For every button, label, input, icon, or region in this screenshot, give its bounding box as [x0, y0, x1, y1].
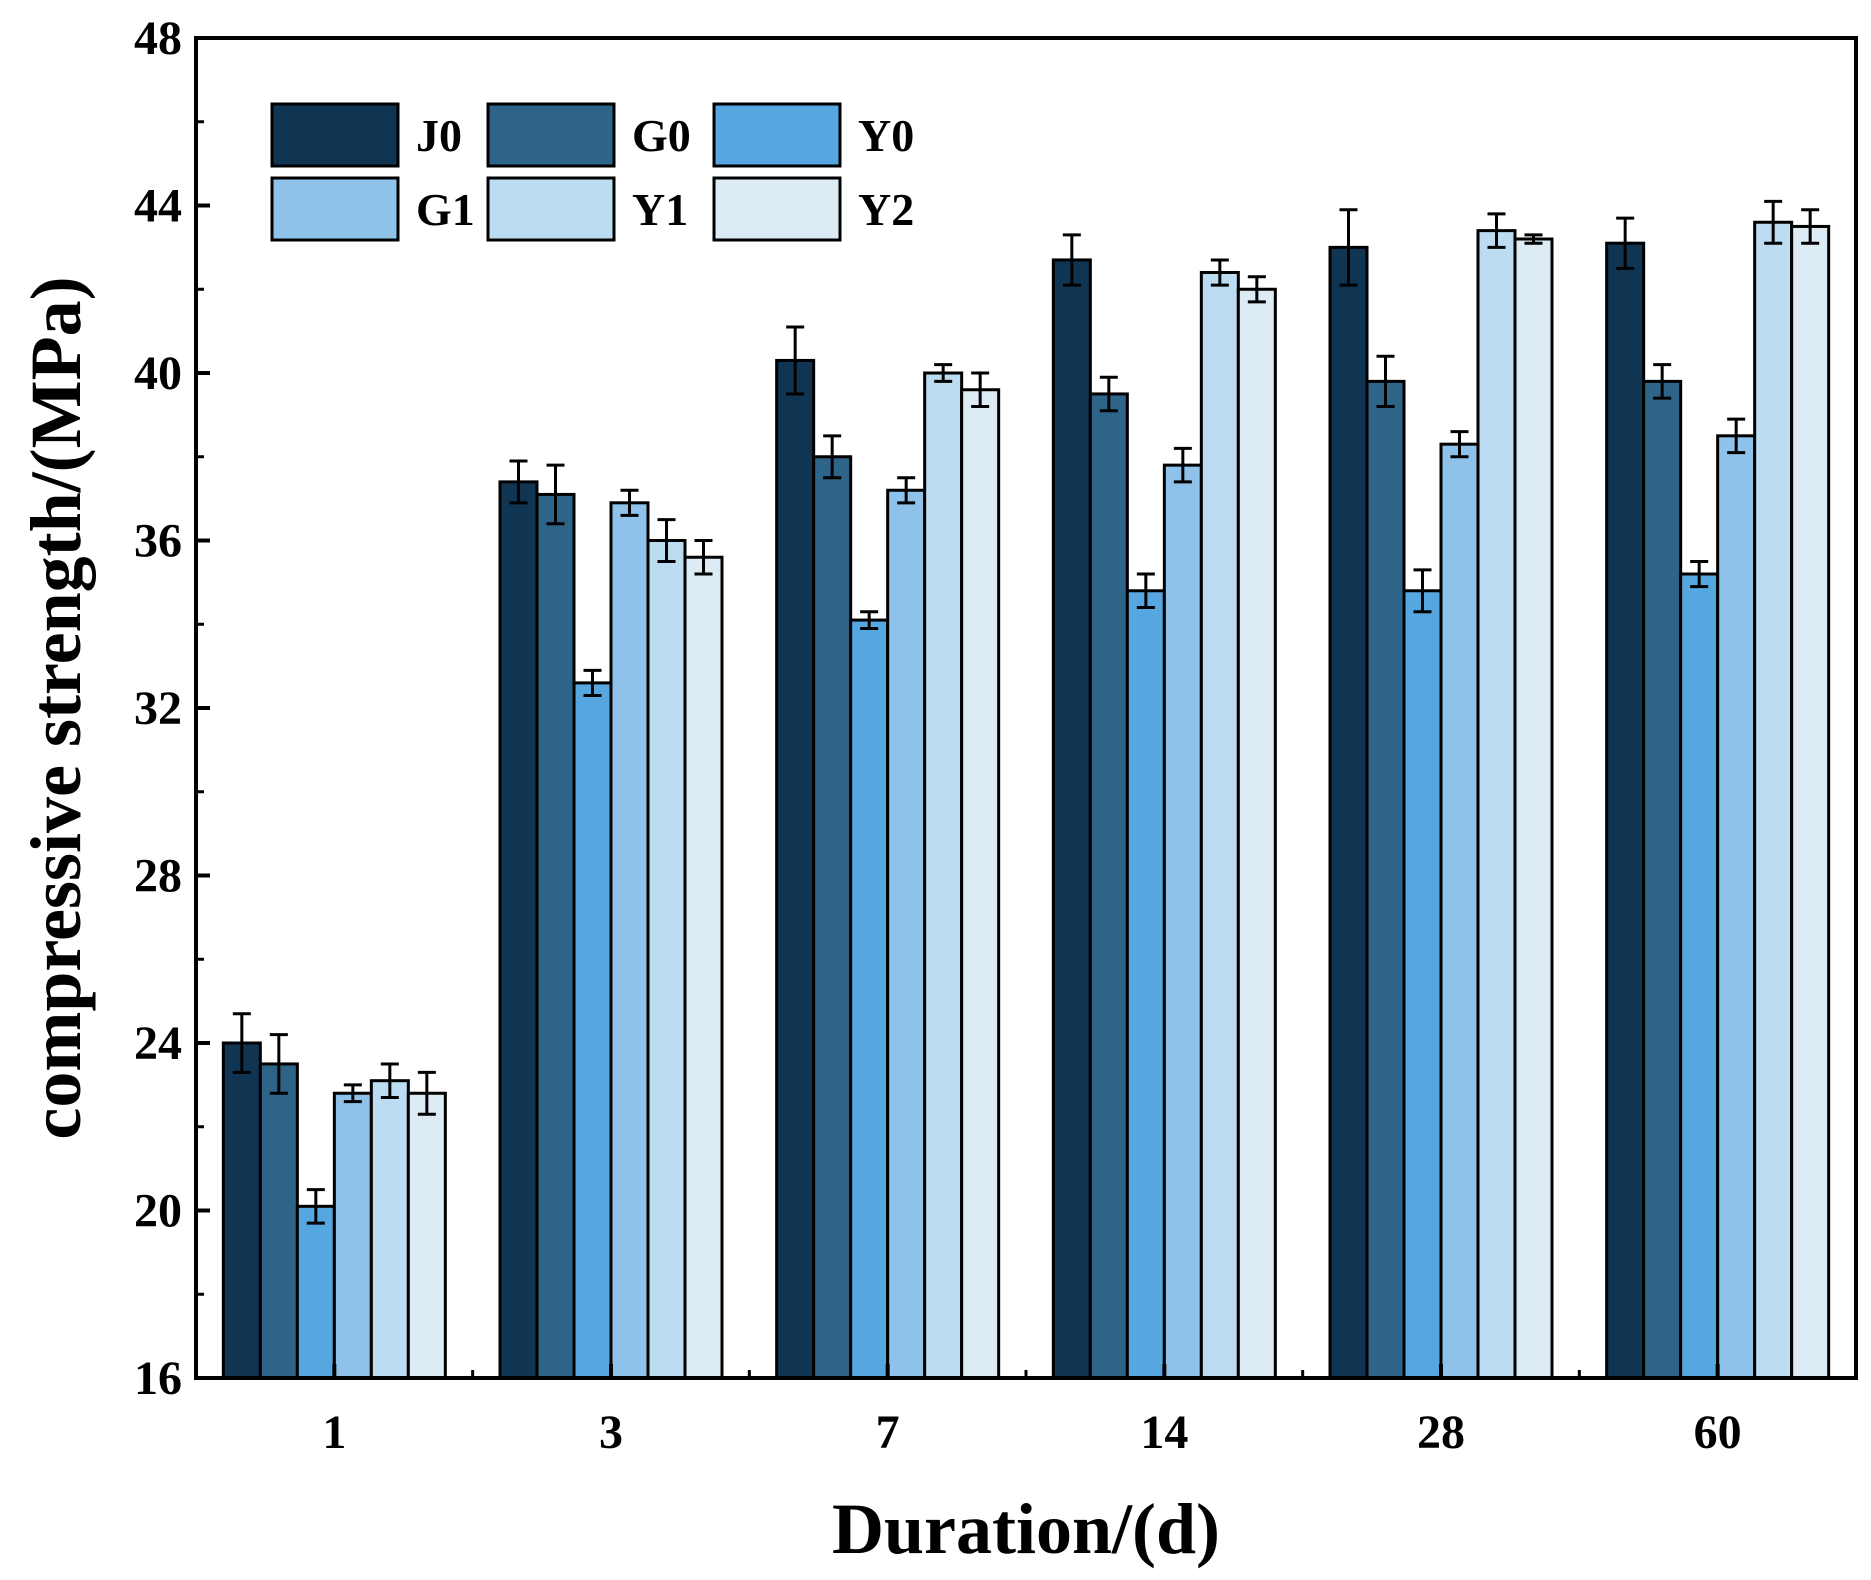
- y-axis: 16 20 24 28 32 36 40 44 48: [134, 12, 210, 1405]
- bar-Y2-28: [1513, 237, 1554, 1380]
- bar-Y0-60: [1679, 572, 1720, 1380]
- y-tick-label: 28: [134, 850, 182, 903]
- legend-label-G0: G0: [632, 110, 691, 161]
- bar-Y0-7: [849, 618, 890, 1380]
- bar-Y2-14: [1236, 287, 1277, 1380]
- x-tick-label: 7: [876, 1406, 900, 1459]
- legend-label-G1: G1: [416, 184, 475, 235]
- x-tick-label: 14: [1140, 1406, 1188, 1459]
- bar-Y1-14: [1199, 271, 1240, 1380]
- bar-Y1-3: [646, 539, 687, 1380]
- bar-J0-28: [1328, 245, 1369, 1380]
- bar-Y2-1: [406, 1091, 447, 1380]
- bar-G1-3: [609, 501, 650, 1380]
- bar-G0-1: [258, 1062, 299, 1380]
- legend-swatch-Y1: [486, 176, 616, 242]
- bar-G0-60: [1642, 379, 1683, 1380]
- legend-swatch-Y0: [712, 102, 842, 168]
- bar-G1-28: [1439, 442, 1480, 1380]
- bar-Y1-1: [369, 1079, 410, 1380]
- bar-Y0-1: [295, 1204, 336, 1380]
- x-axis: 1 3 7 14 28 60: [322, 1364, 1742, 1459]
- bar-Y0-14: [1125, 589, 1166, 1380]
- bar-Y1-60: [1753, 220, 1794, 1380]
- bar-Y0-3: [572, 681, 613, 1380]
- bar-G1-7: [886, 488, 927, 1380]
- legend-swatch-Y2: [712, 176, 842, 242]
- y-axis-title: compressive strength/(MPa): [16, 276, 96, 1139]
- bar-Y2-60: [1790, 224, 1831, 1380]
- bar-J0-7: [775, 358, 816, 1380]
- error-bars-layer: [232, 199, 1820, 1225]
- y-tick-label: 32: [134, 682, 182, 735]
- bar-J0-60: [1605, 241, 1646, 1380]
- bar-G1-14: [1162, 463, 1203, 1380]
- legend-swatch-J0: [270, 102, 400, 168]
- legend-label-Y2: Y2: [858, 184, 914, 235]
- legend-label-J0: J0: [416, 110, 462, 161]
- bar-J0-1: [221, 1041, 262, 1380]
- bar-G0-14: [1088, 392, 1129, 1380]
- y-tick-label: 36: [134, 515, 182, 568]
- legend-label-Y0: Y0: [858, 110, 914, 161]
- legend-label-Y1: Y1: [632, 184, 688, 235]
- bar-G0-7: [812, 455, 853, 1380]
- bar-J0-14: [1051, 258, 1092, 1380]
- y-tick-label: 16: [134, 1352, 182, 1405]
- bar-G1-60: [1716, 434, 1757, 1380]
- x-tick-label: 3: [599, 1406, 623, 1459]
- bar-Y2-3: [683, 555, 724, 1380]
- bar-J0-3: [498, 480, 539, 1380]
- bars-layer: [221, 220, 1831, 1380]
- y-tick-label: 48: [134, 12, 182, 65]
- legend: J0 G0 Y0 G1 Y1 Y2: [270, 102, 914, 242]
- legend-swatch-G1: [270, 176, 400, 242]
- bar-G1-1: [332, 1091, 373, 1380]
- y-tick-label: 20: [134, 1185, 182, 1238]
- bar-Y0-28: [1402, 589, 1443, 1380]
- x-tick-label: 60: [1694, 1406, 1742, 1459]
- y-tick-label: 44: [134, 180, 182, 233]
- bar-G0-28: [1365, 379, 1406, 1380]
- x-tick-label: 1: [322, 1406, 346, 1459]
- bar-Y1-7: [923, 371, 964, 1380]
- x-tick-label: 28: [1417, 1406, 1465, 1459]
- bar-G0-3: [535, 492, 576, 1380]
- bar-Y1-28: [1476, 229, 1517, 1380]
- x-axis-title: Duration/(d): [832, 1489, 1220, 1569]
- y-tick-label: 24: [134, 1017, 182, 1070]
- bar-Y2-7: [960, 388, 1001, 1380]
- legend-swatch-G0: [486, 102, 616, 168]
- y-tick-label: 40: [134, 347, 182, 400]
